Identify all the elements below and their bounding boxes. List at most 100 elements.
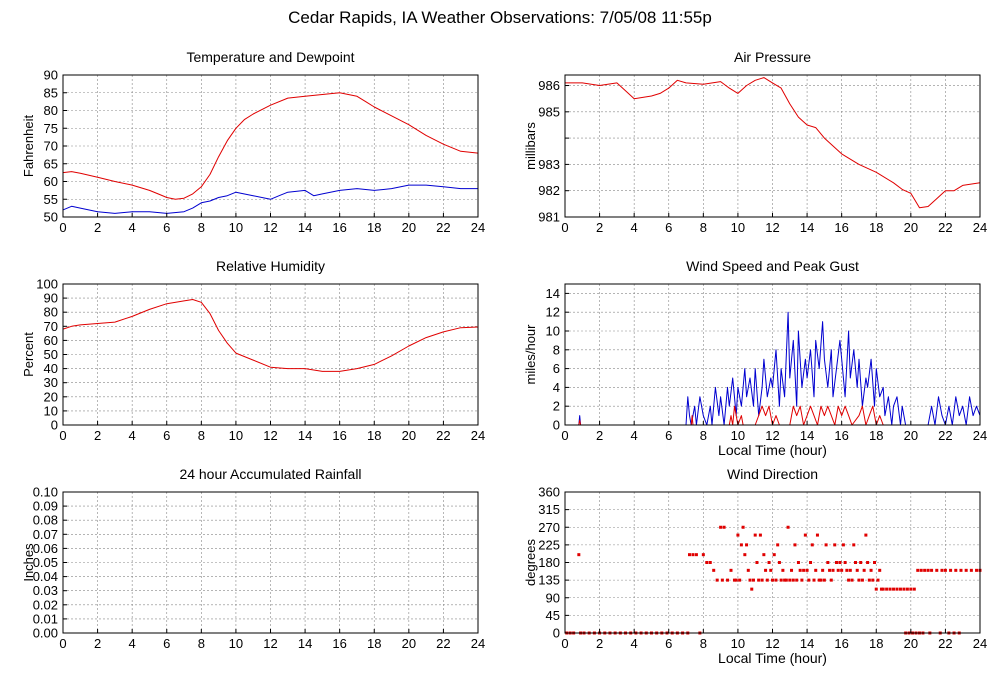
y-tick-label: 40 [44,361,58,376]
y-tick-label: 70 [44,139,58,154]
data-point [748,578,752,582]
data-point [774,578,778,582]
y-tick-label: 315 [538,502,560,517]
y-tick-label: 60 [44,174,58,189]
data-point [902,587,906,591]
x-tick-label: 18 [869,220,883,235]
wind-direction-chart: 0 2 4 6 8 10 12 14 16 18 20 22 240459013518022527031… [523,466,987,666]
x-tick-label: 2 [94,220,101,235]
data-point [850,578,854,582]
y-tick-label: 0.01 [33,611,58,626]
data-point [796,561,800,564]
chart-title: Air Pressure [734,49,811,65]
data-point [828,568,832,572]
x-tick-label: 22 [938,428,952,443]
x-tick-label: 24 [471,220,485,235]
x-tick-label: 20 [402,428,416,443]
data-point [857,578,861,582]
data-point [860,578,864,582]
x-tick-label: 24 [973,636,987,651]
y-tick-label: 10 [44,403,58,418]
data-point [719,525,723,529]
data-point [888,587,892,591]
x-tick-label: 18 [367,220,381,235]
data-point [833,543,837,547]
x-tick-label: 16 [332,220,346,235]
data-point [805,568,809,572]
data-point [916,568,920,572]
data-point [949,568,953,572]
x-tick-label: 6 [163,636,170,651]
data-point [855,568,859,572]
y-tick-label: 225 [538,537,560,552]
data-point [871,578,875,582]
x-tick-label: 20 [904,220,918,235]
y-tick-label: 8 [553,342,560,357]
x-tick-label: 12 [263,636,277,651]
data-point [751,578,755,582]
y-tick-label: 65 [44,156,58,171]
x-tick-label: 8 [700,636,707,651]
data-point [757,578,761,582]
x-tick-label: 20 [402,636,416,651]
y-tick-label: 135 [538,573,560,588]
data-point [784,578,788,582]
data-point [812,578,816,582]
y-tick-label: 6 [553,361,560,376]
y-tick-label: 100 [36,277,58,292]
data-point [969,568,973,572]
x-tick-label: 4 [129,220,136,235]
x-tick-label: 12 [263,220,277,235]
data-point [738,578,742,582]
data-point [750,587,754,591]
x-tick-label: 24 [973,220,987,235]
x-tick-label: 22 [436,636,450,651]
data-point [876,578,880,582]
data-point [930,568,934,572]
x-tick-label: 2 [596,636,603,651]
x-tick-label: 14 [298,220,312,235]
data-point [943,568,947,572]
x-tick-label: 16 [834,636,848,651]
y-tick-label: 982 [538,183,560,198]
y-tick-label: 30 [44,375,58,390]
data-point [892,587,896,591]
data-point [764,568,768,572]
data-point [732,578,736,582]
data-point [862,568,866,572]
x-tick-label: 2 [94,428,101,443]
x-axis-label: Local Time (hour) [718,650,827,666]
data-point [772,553,776,557]
data-point [745,543,749,547]
data-point [755,561,759,564]
y-tick-label: 0.03 [33,583,58,598]
x-tick-label: 6 [665,220,672,235]
x-tick-label: 16 [332,636,346,651]
y-tick-label: 55 [44,192,58,207]
x-tick-label: 22 [436,428,450,443]
data-point [926,568,930,572]
y-tick-label: 20 [44,389,58,404]
data-point [859,561,863,564]
y-tick-label: 45 [546,608,560,623]
y-tick-label: 14 [546,286,560,301]
x-tick-label: 0 [59,428,66,443]
y-axis-label: miles/hour [523,324,538,385]
data-point [912,587,916,591]
data-point [743,553,747,557]
data-point [867,578,871,582]
x-tick-label: 14 [800,220,814,235]
x-tick-label: 0 [561,636,568,651]
data-point [781,568,785,572]
data-point [739,543,743,547]
x-tick-label: 22 [436,220,450,235]
data-point [688,553,691,557]
data-point [776,543,780,547]
data-point [734,578,738,582]
y-tick-label: 80 [44,103,58,118]
x-tick-label: 18 [869,636,883,651]
data-point [843,561,847,564]
x-tick-label: 20 [402,220,416,235]
y-tick-label: 0 [553,626,560,641]
series-line [62,92,479,200]
